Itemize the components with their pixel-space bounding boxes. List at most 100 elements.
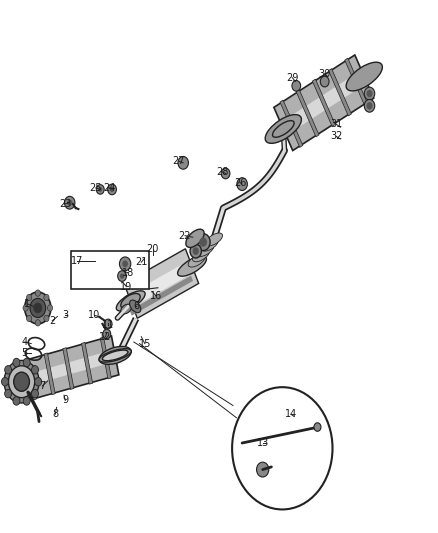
Circle shape xyxy=(232,387,332,510)
Circle shape xyxy=(32,389,39,398)
Circle shape xyxy=(367,102,373,109)
Text: 20: 20 xyxy=(146,245,159,254)
Polygon shape xyxy=(18,336,119,401)
Circle shape xyxy=(67,199,72,206)
Polygon shape xyxy=(21,350,116,387)
Circle shape xyxy=(23,358,30,367)
Text: 7: 7 xyxy=(39,381,45,391)
Ellipse shape xyxy=(197,244,214,256)
Ellipse shape xyxy=(121,304,131,314)
Ellipse shape xyxy=(99,349,131,362)
Polygon shape xyxy=(124,249,199,318)
Text: 22: 22 xyxy=(179,231,191,241)
Circle shape xyxy=(35,290,40,296)
Text: 2: 2 xyxy=(49,316,55,326)
Text: 1: 1 xyxy=(24,298,30,309)
Text: 21: 21 xyxy=(135,257,148,267)
Circle shape xyxy=(196,233,210,251)
Polygon shape xyxy=(274,55,374,150)
Text: 9: 9 xyxy=(62,395,68,406)
Circle shape xyxy=(32,366,39,374)
Text: 11: 11 xyxy=(102,320,114,330)
Text: 8: 8 xyxy=(52,409,58,419)
Text: 14: 14 xyxy=(285,409,297,419)
Text: 28: 28 xyxy=(216,167,229,177)
Circle shape xyxy=(23,397,30,405)
Circle shape xyxy=(47,305,53,311)
Text: 13: 13 xyxy=(257,438,269,448)
Text: 3: 3 xyxy=(62,310,68,320)
Ellipse shape xyxy=(102,350,128,361)
Circle shape xyxy=(44,294,49,301)
Text: 25: 25 xyxy=(90,183,102,193)
Circle shape xyxy=(27,294,32,301)
Text: 12: 12 xyxy=(99,332,112,342)
Ellipse shape xyxy=(130,300,141,313)
Circle shape xyxy=(13,397,20,405)
Circle shape xyxy=(23,305,28,311)
Circle shape xyxy=(364,87,375,100)
Polygon shape xyxy=(25,358,36,400)
Ellipse shape xyxy=(346,62,382,91)
Ellipse shape xyxy=(186,229,204,247)
Text: 5: 5 xyxy=(21,348,28,358)
Circle shape xyxy=(13,358,20,367)
Polygon shape xyxy=(328,69,351,116)
Polygon shape xyxy=(81,342,93,384)
Circle shape xyxy=(110,187,114,192)
Polygon shape xyxy=(296,90,319,137)
Text: 6: 6 xyxy=(133,301,139,311)
Ellipse shape xyxy=(205,233,223,246)
Circle shape xyxy=(108,184,117,195)
Circle shape xyxy=(33,303,42,313)
Circle shape xyxy=(5,389,12,398)
Text: 15: 15 xyxy=(138,338,151,349)
Circle shape xyxy=(193,247,199,255)
Circle shape xyxy=(8,366,35,398)
Text: 17: 17 xyxy=(71,256,83,266)
Polygon shape xyxy=(128,260,194,307)
Ellipse shape xyxy=(121,294,140,309)
Circle shape xyxy=(44,316,49,322)
Circle shape xyxy=(1,377,8,386)
Text: 10: 10 xyxy=(88,310,101,320)
Circle shape xyxy=(35,320,40,326)
Text: 26: 26 xyxy=(234,177,246,188)
Ellipse shape xyxy=(99,346,131,365)
Polygon shape xyxy=(312,79,335,126)
Polygon shape xyxy=(280,100,303,148)
Text: 16: 16 xyxy=(149,290,162,301)
Circle shape xyxy=(64,196,75,209)
Circle shape xyxy=(257,462,269,477)
Ellipse shape xyxy=(6,373,38,391)
Circle shape xyxy=(364,100,375,112)
Circle shape xyxy=(4,360,39,403)
Text: 23: 23 xyxy=(59,199,71,209)
Text: 30: 30 xyxy=(318,69,331,79)
Ellipse shape xyxy=(188,254,205,267)
Circle shape xyxy=(14,372,29,391)
Text: 27: 27 xyxy=(173,156,185,166)
Circle shape xyxy=(96,184,104,194)
Circle shape xyxy=(25,292,51,324)
Text: 18: 18 xyxy=(122,268,134,278)
Ellipse shape xyxy=(201,238,218,251)
Circle shape xyxy=(221,168,230,179)
Text: 19: 19 xyxy=(120,282,133,292)
Circle shape xyxy=(314,423,321,431)
Ellipse shape xyxy=(272,120,294,138)
Text: 29: 29 xyxy=(286,73,299,83)
Circle shape xyxy=(5,366,12,374)
Circle shape xyxy=(120,257,131,271)
Circle shape xyxy=(104,319,112,329)
Circle shape xyxy=(118,271,127,281)
Circle shape xyxy=(199,237,207,247)
Ellipse shape xyxy=(265,115,301,143)
Circle shape xyxy=(190,244,201,258)
Text: 4: 4 xyxy=(21,337,28,347)
Polygon shape xyxy=(280,70,367,135)
Ellipse shape xyxy=(177,256,206,276)
Polygon shape xyxy=(63,348,74,390)
Circle shape xyxy=(120,273,124,279)
Circle shape xyxy=(320,76,329,87)
